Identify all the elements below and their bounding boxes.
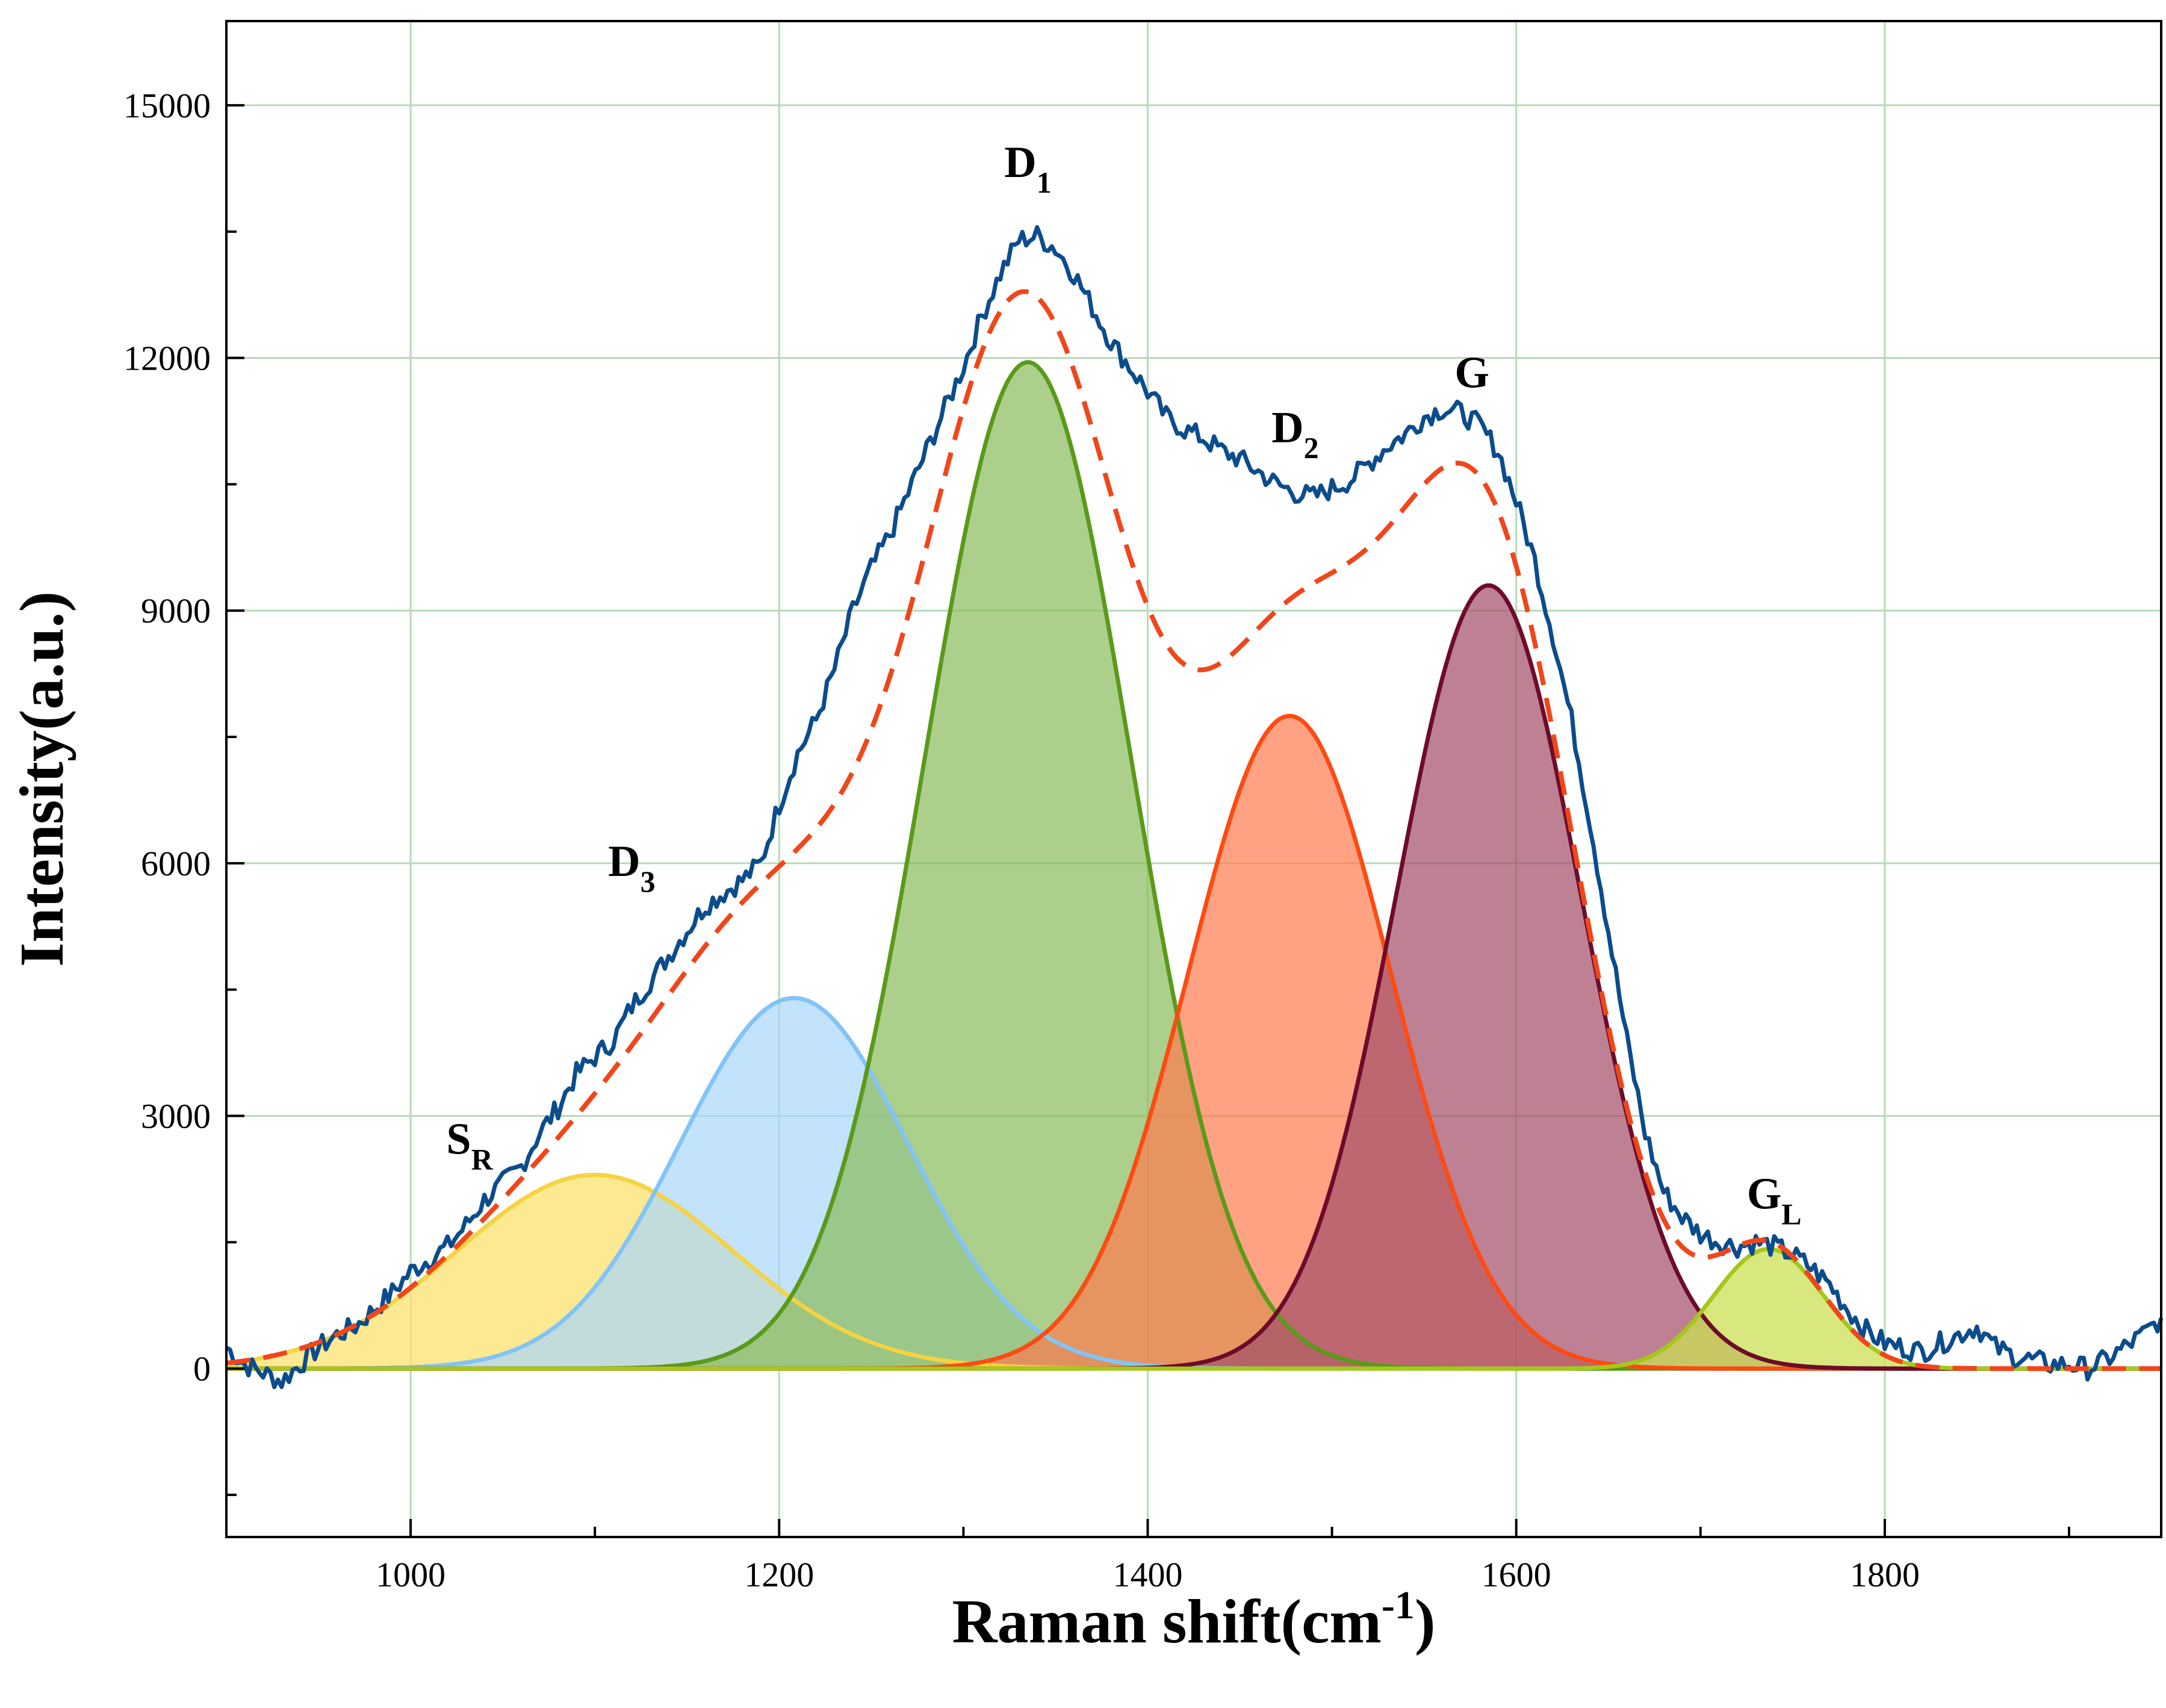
x-axis-title-sup: -1 [1382, 1583, 1415, 1627]
measured-spectrum-line [225, 225, 2164, 1390]
peak-label-main: G [1747, 1169, 1782, 1219]
peak-label-main: D [1004, 138, 1036, 187]
y-tick-label: 3000 [141, 1097, 211, 1136]
x-tick-label: 1400 [1112, 1555, 1182, 1594]
y-tick-label: 12000 [123, 339, 211, 378]
x-tick-label: 1600 [1482, 1555, 1551, 1594]
plot-frame [225, 20, 2162, 1538]
peak-label-sub: 3 [641, 865, 656, 898]
peak-label-d2: D2 [1271, 403, 1318, 464]
fit-sum-line [226, 289, 2161, 1371]
y-axis-title: Intensity(a.u.) [7, 591, 76, 967]
x-axis-title-close: ) [1415, 1587, 1436, 1656]
x-tick-label: 1200 [744, 1555, 814, 1594]
x-axis-title-main: Raman shift(cm [952, 1587, 1381, 1656]
peak-fills [226, 362, 2161, 1369]
peak-label-main: G [1454, 349, 1489, 398]
peak-label-d1: D1 [1004, 138, 1051, 199]
peak-fill-d3 [226, 998, 2161, 1369]
y-tick-label: 9000 [141, 591, 211, 630]
y-tick-label: 0 [193, 1349, 211, 1388]
peak-label-sr: SR [446, 1115, 493, 1176]
peak-label-main: S [446, 1115, 471, 1164]
x-tick-label: 1800 [1850, 1555, 1920, 1594]
peak-label-main: D [1271, 403, 1303, 452]
peak-label-sub: L [1781, 1197, 1801, 1231]
peak-label-sub: 2 [1304, 430, 1319, 464]
peak-fill-d2 [226, 716, 2161, 1369]
x-axis-title: Raman shift(cm-1) [952, 1583, 1435, 1656]
x-tick-label: 1000 [376, 1555, 445, 1594]
axis-ticks: 1000 1200 1400 1600 1800 0 3000 6000 9000 12000 15… [123, 86, 2070, 1594]
peak-label-sub: 1 [1037, 166, 1052, 199]
peak-label-gl: GL [1747, 1169, 1802, 1231]
y-tick-label: 6000 [141, 844, 211, 883]
peak-label-g: G [1454, 349, 1489, 398]
peak-label-d3: D3 [608, 837, 655, 898]
peak-label-sub: R [471, 1143, 494, 1176]
y-tick-label: 15000 [123, 86, 211, 125]
peak-label-main: D [608, 837, 640, 886]
series-lines [225, 225, 2164, 1390]
